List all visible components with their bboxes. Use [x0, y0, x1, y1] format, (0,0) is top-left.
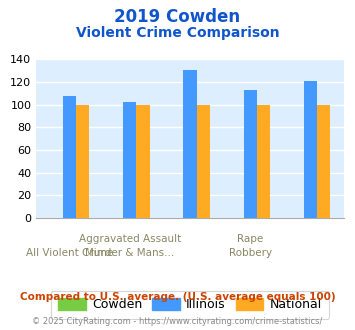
Text: Robbery: Robbery [229, 248, 272, 258]
Text: Aggravated Assault: Aggravated Assault [78, 235, 181, 245]
Bar [317, 105, 330, 218]
Bar [304, 81, 317, 218]
Bar [76, 105, 89, 218]
Text: Violent Crime Comparison: Violent Crime Comparison [76, 26, 279, 40]
Text: All Violent Crime: All Violent Crime [26, 248, 113, 258]
Bar [244, 90, 257, 218]
Bar [197, 105, 210, 218]
Bar [183, 70, 197, 218]
Text: Murder & Mans...: Murder & Mans... [85, 248, 174, 258]
Text: Compared to U.S. average. (U.S. average equals 100): Compared to U.S. average. (U.S. average … [20, 292, 335, 302]
Text: © 2025 CityRating.com - https://www.cityrating.com/crime-statistics/: © 2025 CityRating.com - https://www.city… [32, 317, 323, 326]
Bar [123, 102, 136, 218]
Text: 2019 Cowden: 2019 Cowden [114, 8, 241, 26]
Bar [136, 105, 149, 218]
Legend: Cowden, Illinois, National: Cowden, Illinois, National [51, 291, 329, 319]
Bar [63, 96, 76, 218]
Text: Rape: Rape [237, 235, 263, 245]
Bar [257, 105, 270, 218]
